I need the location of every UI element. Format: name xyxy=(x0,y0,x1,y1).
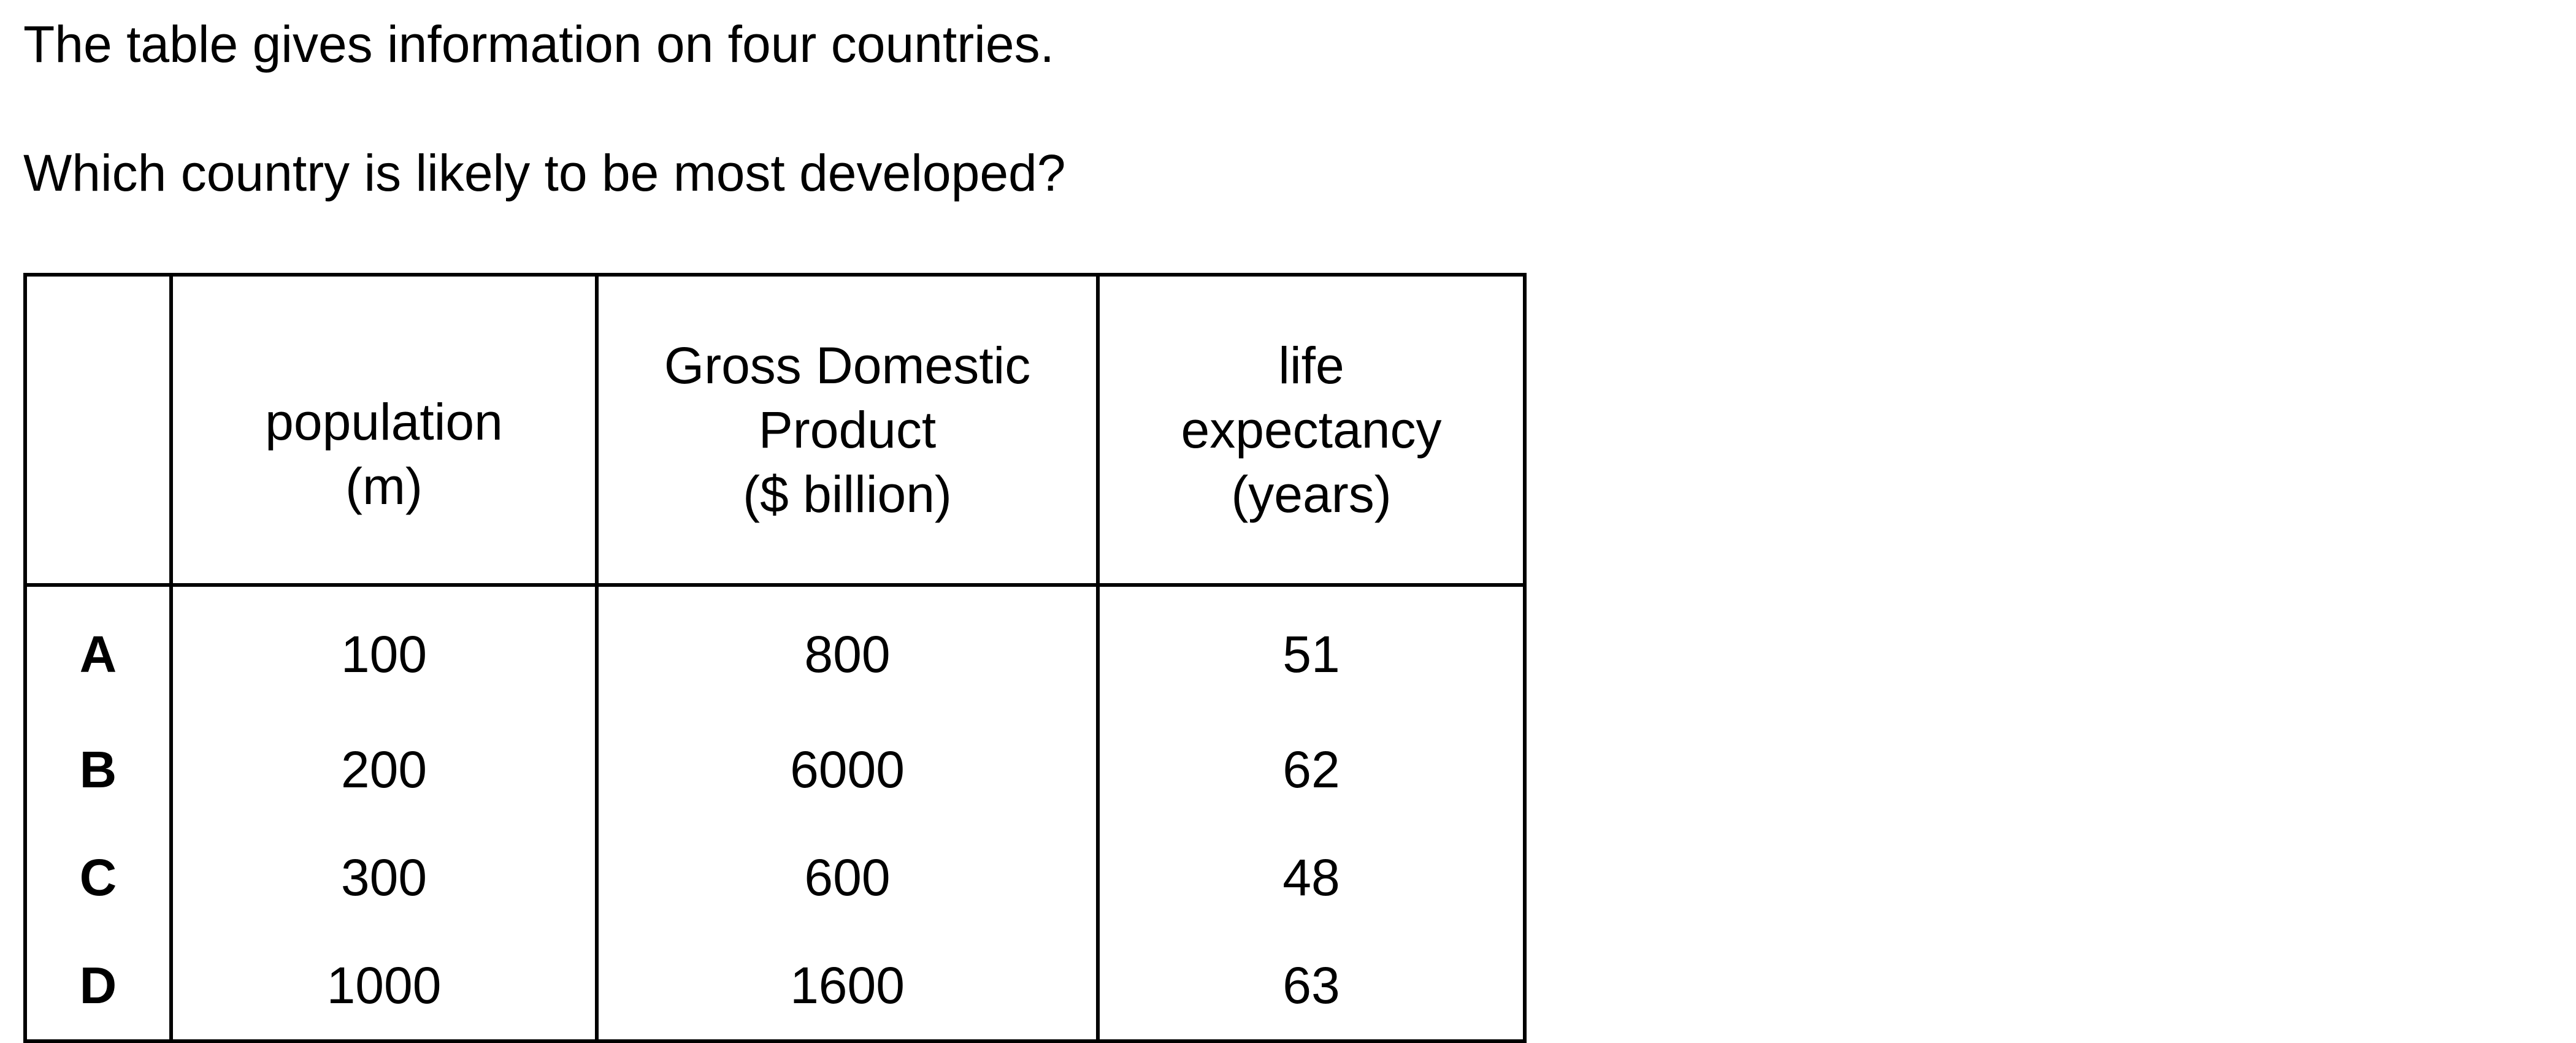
question-text: Which country is likely to be most devel… xyxy=(23,144,1066,202)
header-life-unit: (years) xyxy=(1231,465,1392,523)
population-cell: 100 xyxy=(169,585,599,716)
header-population-line: population xyxy=(265,393,503,451)
header-blank-cell xyxy=(23,273,173,587)
population-cell: 200 xyxy=(169,716,599,823)
row-label: D xyxy=(23,931,173,1043)
row-label: A xyxy=(23,585,173,716)
table-row: D 1000 1600 63 xyxy=(23,931,1527,1043)
countries-table: population (m) Gross Domestic Product ($… xyxy=(23,273,1527,1043)
life-expectancy-cell: 62 xyxy=(1096,716,1527,823)
header-population-unit: (m) xyxy=(345,457,423,515)
life-expectancy-cell: 48 xyxy=(1096,823,1527,931)
header-gdp-line: Gross Domestic xyxy=(664,336,1031,394)
gdp-cell: 600 xyxy=(595,823,1100,931)
header-gdp-unit: ($ billion) xyxy=(743,465,952,523)
header-gdp-line: Product xyxy=(758,400,937,459)
table-row: B 200 6000 62 xyxy=(23,716,1527,823)
life-expectancy-cell: 51 xyxy=(1096,585,1527,716)
life-expectancy-cell: 63 xyxy=(1096,931,1527,1043)
gdp-cell: 1600 xyxy=(595,931,1100,1043)
row-label: C xyxy=(23,823,173,931)
gdp-cell: 800 xyxy=(595,585,1100,716)
gdp-cell: 6000 xyxy=(595,716,1100,823)
row-label: B xyxy=(23,716,173,823)
table-row: A 100 800 51 xyxy=(23,585,1527,716)
population-cell: 1000 xyxy=(169,931,599,1043)
header-row: population (m) Gross Domestic Product ($… xyxy=(23,273,1527,587)
header-life-expectancy: life expectancy (years) xyxy=(1096,273,1527,587)
table-row: C 300 600 48 xyxy=(23,823,1527,931)
header-life-line: life xyxy=(1278,336,1344,394)
population-cell: 300 xyxy=(169,823,599,931)
header-population: population (m) xyxy=(169,273,599,587)
intro-text: The table gives information on four coun… xyxy=(23,15,1054,73)
header-life-line: expectancy xyxy=(1181,400,1442,459)
header-gdp: Gross Domestic Product ($ billion) xyxy=(595,273,1100,587)
